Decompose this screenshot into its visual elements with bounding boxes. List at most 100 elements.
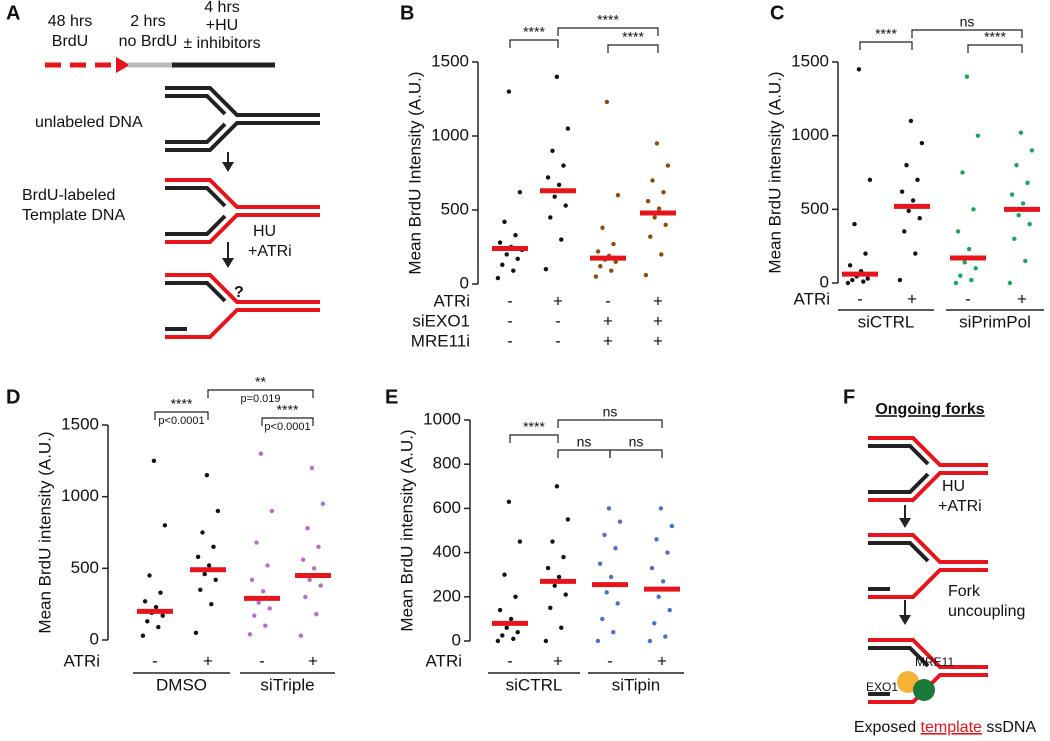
data-point: [659, 252, 664, 257]
y-axis-label: Mean BrdU intensity (A.U.): [765, 71, 784, 273]
data-point: [548, 605, 553, 611]
data-point: [263, 623, 268, 628]
y-tick-label: 500: [71, 558, 99, 577]
data-point: [955, 229, 961, 234]
data-point: [861, 279, 866, 284]
data-point: [305, 526, 310, 531]
condition-mark: +: [653, 311, 663, 330]
data-point: [554, 484, 560, 489]
data-point: [160, 613, 165, 618]
strand: [165, 121, 320, 152]
condition-mark: -: [507, 331, 513, 350]
y-tick-label: 1000: [431, 125, 469, 144]
data-point: [915, 177, 920, 183]
data-point: [200, 530, 205, 535]
data-point: [971, 207, 976, 212]
data-point: [265, 563, 270, 568]
data-point: [545, 565, 551, 571]
data-point: [151, 458, 157, 464]
data-point: [249, 577, 255, 582]
strand: [165, 86, 320, 117]
data-point: [198, 587, 203, 593]
significance-label: ****: [523, 24, 545, 40]
data-point: [495, 638, 501, 644]
y-axis-label: Mean BrdU Intensity (A.U.): [405, 71, 424, 274]
strand: [165, 122, 227, 144]
data-point: [643, 272, 649, 278]
timeline-label: no BrdU: [119, 33, 178, 50]
data-point: [660, 579, 666, 584]
strand: [868, 638, 988, 669]
data-point: [1018, 130, 1024, 135]
data-point: [252, 613, 257, 618]
significance-bracket: [557, 27, 659, 36]
data-point: [202, 571, 207, 577]
y-tick-label: 600: [433, 498, 461, 517]
strand: [868, 436, 988, 467]
significance-bracket: [509, 434, 559, 443]
y-tick-label: 1000: [791, 125, 829, 144]
data-point: [598, 264, 603, 269]
outcome-label: Fork: [948, 583, 981, 600]
data-point: [556, 574, 562, 580]
group-label: siTriple: [260, 675, 314, 694]
data-point: [548, 215, 553, 220]
condition-mark: -: [965, 289, 971, 308]
data-point: [1023, 258, 1028, 264]
data-point: [559, 237, 564, 242]
timeline-label: +HU: [206, 17, 238, 34]
strand: [165, 213, 320, 244]
data-point: [611, 241, 616, 247]
significance-bracket: [509, 39, 559, 48]
data-point: [863, 251, 868, 256]
condition-mark: -: [259, 651, 265, 670]
condition-mark: -: [605, 291, 611, 310]
strand: [868, 533, 988, 564]
data-point: [517, 190, 523, 195]
data-point: [661, 190, 666, 195]
data-point: [604, 99, 610, 105]
data-point: [204, 472, 210, 478]
strand: [165, 214, 227, 236]
data-point: [254, 540, 259, 545]
strand: [868, 471, 988, 502]
y-tick-label: 200: [433, 586, 461, 605]
data-point: [606, 506, 612, 511]
y-axis-label: Mean BrdU intensity (A.U.): [35, 431, 54, 633]
significance-label: ****: [277, 402, 299, 418]
data-point: [908, 118, 914, 124]
y-tick-label: 400: [433, 542, 461, 561]
data-point: [906, 208, 911, 214]
arrow-head: [222, 162, 234, 172]
significance-bracket: [609, 449, 663, 458]
y-tick-label: 1000: [61, 486, 99, 505]
panel-label: E: [385, 386, 398, 408]
condition-mark: -: [607, 651, 613, 670]
significance-bracket: [911, 29, 1023, 38]
caption-part: Exposed: [854, 719, 921, 736]
significance-label: ns: [577, 434, 592, 450]
data-point: [563, 203, 568, 208]
strand: [868, 646, 930, 668]
condition-mark: +: [553, 291, 563, 310]
data-point: [506, 89, 512, 94]
condition-label: ATRi: [63, 651, 100, 670]
data-point: [502, 572, 507, 577]
diagram-shapes: [45, 57, 988, 704]
data-point: [497, 240, 503, 245]
condition-mark: -: [152, 651, 158, 670]
condition-mark: -: [555, 331, 561, 350]
significance-label: ****: [171, 396, 193, 412]
data-point: [515, 629, 520, 635]
data-point: [511, 636, 516, 641]
data-point: [563, 592, 568, 597]
data-point: [517, 539, 523, 544]
data-point: [902, 229, 907, 234]
data-point: [595, 638, 601, 644]
data-point: [515, 256, 520, 262]
significance-bracket: [557, 419, 663, 428]
data-point: [1012, 236, 1017, 241]
data-point: [142, 599, 148, 604]
data-point: [561, 554, 566, 560]
